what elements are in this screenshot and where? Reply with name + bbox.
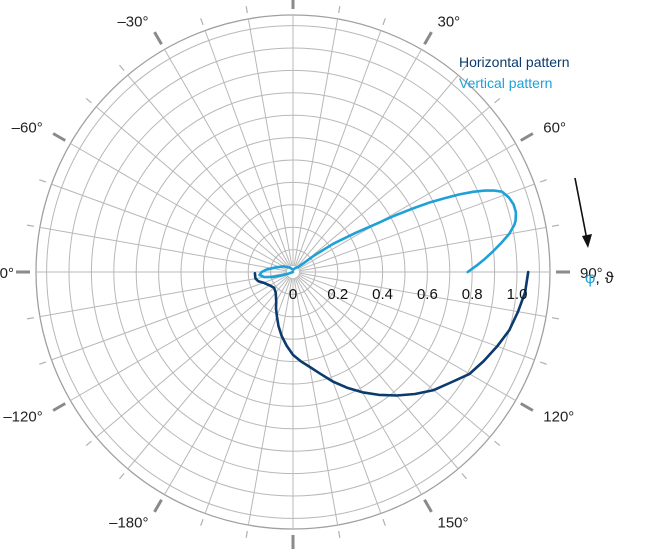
angle-label: –90° <box>0 265 14 282</box>
legend-horizontal-pattern: Horizontal pattern <box>459 54 570 70</box>
grid-spoke <box>297 275 491 438</box>
major-angle-tick <box>153 31 163 45</box>
minor-angle-tick <box>461 64 468 71</box>
grid-spoke <box>51 183 288 271</box>
grid-spoke <box>293 277 339 526</box>
minor-angle-tick <box>461 473 468 480</box>
grid-spoke <box>39 272 288 318</box>
minor-angle-tick <box>245 5 248 14</box>
angle-labels: 0°30°60°90°120°150°±180°–180°–120°–90°–6… <box>0 14 603 532</box>
angle-label: 150° <box>438 514 469 531</box>
major-angle-tick <box>153 499 163 513</box>
angle-label: –120° <box>3 409 42 426</box>
angle-label: –60° <box>12 120 43 137</box>
minor-angle-tick <box>338 530 341 539</box>
legend: Horizontal pattern Vertical pattern <box>459 54 570 91</box>
axis-symbol-label: φ, ϑ <box>585 270 614 287</box>
grid-spoke <box>296 276 459 470</box>
axis-symbol-separator: , <box>595 270 599 287</box>
grid-spoke <box>39 226 288 272</box>
grid-spoke <box>293 18 339 267</box>
polar-grid <box>16 0 570 549</box>
series-horizontal-pattern <box>253 270 530 397</box>
minor-angle-tick <box>118 473 125 480</box>
grid-spoke <box>295 276 422 495</box>
grid-spoke <box>298 273 535 361</box>
minor-angle-tick <box>539 361 547 365</box>
angle-label: 90° <box>580 265 603 282</box>
grid-spoke <box>95 275 289 438</box>
minor-angle-tick <box>85 440 92 447</box>
minor-angle-tick <box>118 64 125 71</box>
major-angle-tick <box>52 402 66 412</box>
grid-spoke <box>127 74 290 268</box>
theta-symbol: ϑ <box>605 270 614 287</box>
angle-label: 30° <box>438 14 461 31</box>
series-vertical-pattern <box>258 189 518 279</box>
minor-angle-tick <box>551 224 560 227</box>
angle-label: 60° <box>543 120 566 137</box>
grid-spoke <box>204 277 292 514</box>
major-angle-tick <box>520 132 534 142</box>
legend-vertical-pattern: Vertical pattern <box>459 75 552 91</box>
minor-angle-tick <box>338 5 341 14</box>
radial-tick-label: 0.8 <box>462 286 483 303</box>
angle-label: –180° <box>109 514 148 531</box>
radial-tick-label: 0 <box>289 286 297 303</box>
radial-tick-label: 0.6 <box>417 286 438 303</box>
grid-spoke <box>296 74 459 268</box>
minor-angle-tick <box>494 97 501 104</box>
minor-angle-tick <box>85 97 92 104</box>
grid-spoke <box>294 30 382 267</box>
grid-spoke <box>70 274 289 401</box>
grid-spoke <box>297 143 516 270</box>
radial-tick-labels: 0 0.2 0.4 0.6 0.8 1.0 <box>289 286 528 303</box>
grid-spoke <box>164 49 291 268</box>
angle-label: –30° <box>117 14 148 31</box>
grid-spoke <box>247 18 293 267</box>
direction-arrow-icon <box>574 177 592 248</box>
minor-angle-tick <box>382 518 386 526</box>
phi-symbol: φ <box>585 270 595 287</box>
grid-spoke <box>95 106 289 269</box>
grid-spoke <box>204 30 292 267</box>
major-angle-tick <box>423 31 433 45</box>
minor-angle-tick <box>200 518 204 526</box>
grid-spoke <box>164 276 291 495</box>
grid-spoke <box>127 276 290 470</box>
major-angle-tick <box>52 132 66 142</box>
grid-spoke <box>295 49 422 268</box>
grid-spoke <box>297 106 491 269</box>
series-layer <box>253 189 530 397</box>
major-angle-tick <box>423 499 433 513</box>
minor-angle-tick <box>551 317 560 320</box>
radial-tick-label: 1.0 <box>507 286 528 303</box>
minor-angle-tick <box>26 317 35 320</box>
minor-angle-tick <box>39 179 47 183</box>
grid-spoke <box>297 274 516 401</box>
major-angle-tick <box>520 402 534 412</box>
minor-angle-tick <box>494 440 501 447</box>
minor-angle-tick <box>245 530 248 539</box>
radial-tick-label: 0.2 <box>327 286 348 303</box>
grid-spoke <box>51 273 288 361</box>
minor-angle-tick <box>39 361 47 365</box>
minor-angle-tick <box>200 18 204 26</box>
grid-spoke <box>70 143 289 270</box>
minor-angle-tick <box>382 18 386 26</box>
radial-tick-label: 0.4 <box>372 286 393 303</box>
grid-spoke <box>247 277 293 526</box>
angle-label: 120° <box>543 409 574 426</box>
minor-angle-tick <box>26 224 35 227</box>
grid-spoke <box>298 226 547 272</box>
minor-angle-tick <box>539 179 547 183</box>
grid-spoke <box>298 183 535 271</box>
grid-spoke <box>294 277 382 514</box>
grid-spoke <box>298 272 547 318</box>
